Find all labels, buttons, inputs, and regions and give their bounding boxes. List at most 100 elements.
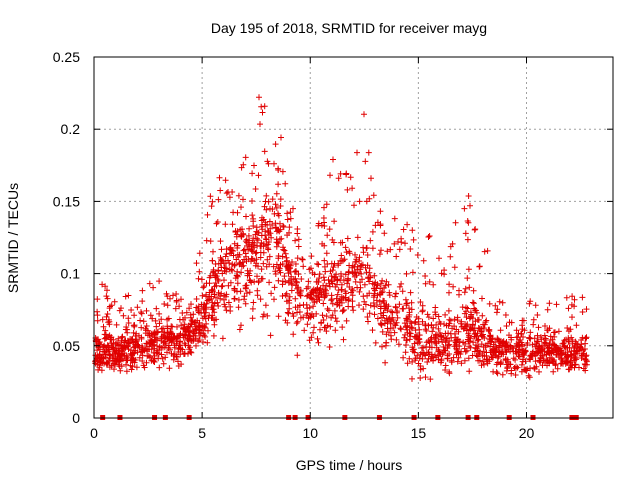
data-point bbox=[104, 311, 111, 317]
data-point bbox=[377, 208, 384, 215]
data-point bbox=[110, 345, 117, 352]
data-point bbox=[146, 343, 153, 350]
data-point bbox=[350, 307, 357, 314]
data-point bbox=[282, 250, 289, 257]
data-point bbox=[408, 306, 415, 313]
data-point bbox=[181, 324, 188, 331]
data-point bbox=[167, 329, 174, 336]
data-point bbox=[508, 367, 515, 374]
data-point bbox=[371, 272, 378, 279]
data-point bbox=[279, 261, 286, 267]
data-point bbox=[240, 196, 246, 203]
data-point bbox=[246, 272, 253, 279]
data-point bbox=[203, 306, 210, 312]
data-point bbox=[489, 335, 496, 342]
data-point bbox=[557, 345, 564, 352]
data-point bbox=[150, 284, 157, 291]
data-point bbox=[469, 299, 476, 306]
data-point bbox=[235, 296, 242, 303]
data-point bbox=[409, 375, 415, 382]
data-point bbox=[219, 270, 226, 277]
data-point bbox=[498, 338, 505, 345]
data-point bbox=[329, 300, 336, 307]
y-tick-label: 0.15 bbox=[53, 193, 80, 209]
data-point bbox=[284, 257, 290, 264]
data-point bbox=[546, 348, 553, 355]
data-point bbox=[344, 235, 351, 242]
data-point bbox=[271, 160, 277, 167]
data-point bbox=[404, 360, 411, 367]
data-point bbox=[139, 352, 146, 359]
data-point bbox=[553, 301, 560, 308]
data-point bbox=[403, 270, 410, 277]
data-point bbox=[490, 349, 497, 355]
data-point bbox=[321, 293, 328, 300]
data-point bbox=[154, 343, 160, 349]
data-point bbox=[349, 185, 356, 192]
data-point bbox=[321, 263, 328, 270]
data-point bbox=[237, 288, 244, 295]
data-point bbox=[240, 161, 247, 168]
data-point bbox=[179, 310, 186, 316]
data-point bbox=[427, 376, 434, 383]
data-point bbox=[135, 342, 142, 349]
data-point bbox=[569, 362, 576, 369]
data-point bbox=[519, 317, 526, 324]
data-point bbox=[175, 346, 182, 352]
data-point bbox=[538, 336, 545, 343]
data-point bbox=[379, 328, 386, 335]
data-point bbox=[360, 293, 367, 300]
data-point bbox=[461, 205, 468, 212]
data-point bbox=[176, 303, 183, 310]
data-point bbox=[396, 283, 403, 290]
data-point bbox=[446, 368, 453, 375]
data-point bbox=[313, 298, 320, 305]
data-point bbox=[488, 338, 494, 345]
data-point bbox=[369, 228, 376, 235]
data-point bbox=[402, 296, 409, 303]
data-point bbox=[323, 282, 330, 289]
data-point bbox=[234, 209, 241, 216]
data-point bbox=[480, 358, 486, 365]
data-point bbox=[402, 240, 408, 247]
data-point bbox=[315, 220, 322, 227]
data-point bbox=[420, 344, 427, 351]
data-point bbox=[389, 314, 396, 321]
data-point bbox=[264, 241, 271, 248]
data-point bbox=[225, 299, 232, 306]
data-point bbox=[143, 323, 150, 329]
data-point bbox=[469, 352, 476, 359]
data-point bbox=[121, 352, 128, 359]
data-point bbox=[519, 348, 526, 355]
data-point bbox=[456, 287, 462, 294]
data-point bbox=[525, 372, 532, 379]
data-point bbox=[280, 224, 287, 230]
data-point bbox=[374, 219, 381, 226]
data-point bbox=[290, 205, 296, 212]
data-point bbox=[433, 331, 440, 338]
data-point bbox=[211, 309, 218, 316]
data-point bbox=[541, 332, 548, 339]
data-point bbox=[229, 221, 236, 228]
data-point bbox=[415, 321, 422, 328]
data-point bbox=[422, 322, 429, 329]
data-point bbox=[201, 283, 208, 290]
data-point bbox=[305, 315, 312, 322]
data-point bbox=[422, 374, 429, 381]
data-point bbox=[167, 346, 173, 353]
data-point bbox=[535, 324, 542, 331]
data-point bbox=[199, 292, 206, 299]
data-point bbox=[238, 204, 244, 211]
data-point bbox=[284, 232, 291, 239]
data-point bbox=[484, 247, 491, 254]
data-point bbox=[103, 344, 110, 351]
data-point bbox=[216, 174, 223, 181]
data-point bbox=[461, 289, 468, 296]
data-point bbox=[292, 261, 299, 267]
data-point bbox=[381, 298, 388, 304]
data-point bbox=[517, 337, 524, 343]
data-point bbox=[410, 236, 417, 243]
data-point bbox=[213, 294, 219, 301]
data-point bbox=[308, 334, 315, 341]
data-point bbox=[231, 287, 238, 294]
